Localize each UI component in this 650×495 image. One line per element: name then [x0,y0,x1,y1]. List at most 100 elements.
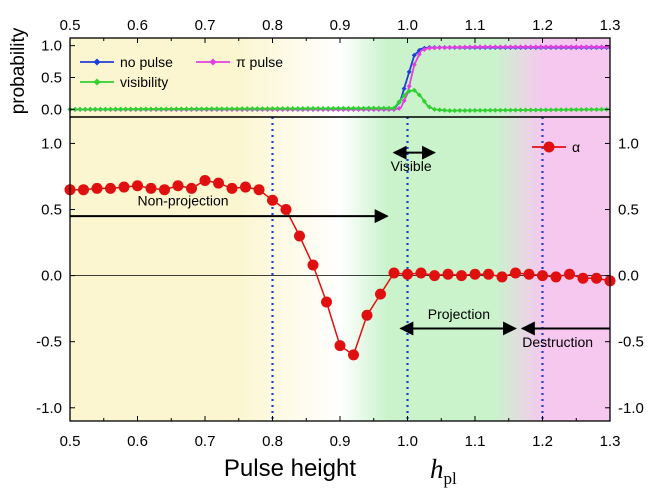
alpha-point [429,270,440,282]
axis-labels: 0.5 0.5 0.6 0.6 0.7 0.7 0.8 0.8 0.9 0.9 1.0 1.0 1.1 1… [36,17,644,450]
alpha-point [132,180,143,192]
series-point [113,106,119,112]
series-point [406,69,412,75]
series-point [361,105,367,111]
series-point [416,92,422,98]
series-point [234,106,240,112]
series-point [558,107,564,113]
alpha-point [469,268,481,280]
series-point [563,44,569,50]
series-point [528,107,534,113]
series-point [310,105,316,111]
series-point [300,105,306,111]
alpha-point [91,182,103,194]
legends: no pulse π pulse visibility α [80,54,580,155]
alpha-point [78,184,89,196]
annotations: Non-projection Visible Projection Destructi… [138,158,594,350]
x-tick-label-top: 0.5 [60,17,81,34]
series-point [381,105,387,111]
series-point [588,107,594,113]
x-tick-label-bottom: 0.7 [195,433,216,450]
x-tick-label-bottom: 1.3 [600,433,621,450]
legend-marker [543,141,555,153]
series-point [290,105,296,111]
series-point [254,106,260,112]
series-point [548,107,554,113]
alpha-point [591,272,602,284]
series-point [497,44,503,50]
series-point [295,105,301,111]
series-point [401,93,407,99]
series-point [518,44,524,50]
y-tick-label-left: 0.5 [41,202,62,219]
alpha-point [159,184,170,196]
series-point [538,44,544,50]
series-point [426,45,432,51]
y-tick-label-left: 1.0 [41,135,62,152]
y-tick-label-left: 0.0 [41,268,62,285]
series-point [189,106,194,112]
series-point [163,106,169,112]
y-tick-label-right: 1.0 [618,135,639,152]
series-point [467,44,473,50]
series-point [457,108,463,114]
series-point [330,105,336,111]
series-point [599,44,605,50]
x-tick-label-bottom: 0.9 [330,433,351,450]
series-point [533,107,539,113]
series-point [224,106,230,112]
series-point [97,106,103,112]
legend-marker [209,58,217,66]
series-point [432,45,437,51]
series-point [543,44,549,50]
annotation-label: Projection [428,306,490,322]
legend-label: no pulse [120,54,173,70]
series-point [376,105,382,111]
series-point [158,106,164,112]
alpha-point [550,271,562,283]
series-point [472,44,478,50]
series-point [533,44,539,50]
alpha-point [294,230,305,242]
alpha-point [105,182,116,194]
series-point [411,62,417,68]
series-point [209,106,215,112]
series-point [583,44,589,50]
series-point [92,106,98,112]
series-point [432,106,437,112]
alpha-point [388,267,400,279]
series-point [553,44,559,50]
series-point [568,107,574,113]
series-point [411,52,417,58]
series-point [437,45,443,51]
series-point [143,106,149,112]
series-point [204,106,210,112]
series-point [168,106,174,112]
y-tick-label-top: 0.5 [41,70,62,87]
series-point [421,46,427,52]
series-point [183,106,189,112]
series-point [391,105,397,111]
series-point [87,106,93,112]
series-point [563,107,569,113]
y-tick-label-right: -1.0 [618,400,644,417]
series-point [128,106,134,112]
series-point [335,105,341,111]
x-tick-label-bottom: 0.6 [127,433,148,450]
series-point [472,107,478,113]
series-point [199,106,205,112]
series-point [153,106,159,112]
series-point [280,106,286,112]
series-point [133,106,139,112]
series-point [229,106,235,112]
series-point [138,106,144,112]
series-point [487,44,493,50]
x-tick-label-bottom: 0.8 [262,433,283,450]
series-point [270,106,275,112]
series-point [518,107,524,113]
series-point [594,44,599,50]
series-point [462,107,468,113]
series-point [594,106,599,112]
series-point [502,107,508,113]
